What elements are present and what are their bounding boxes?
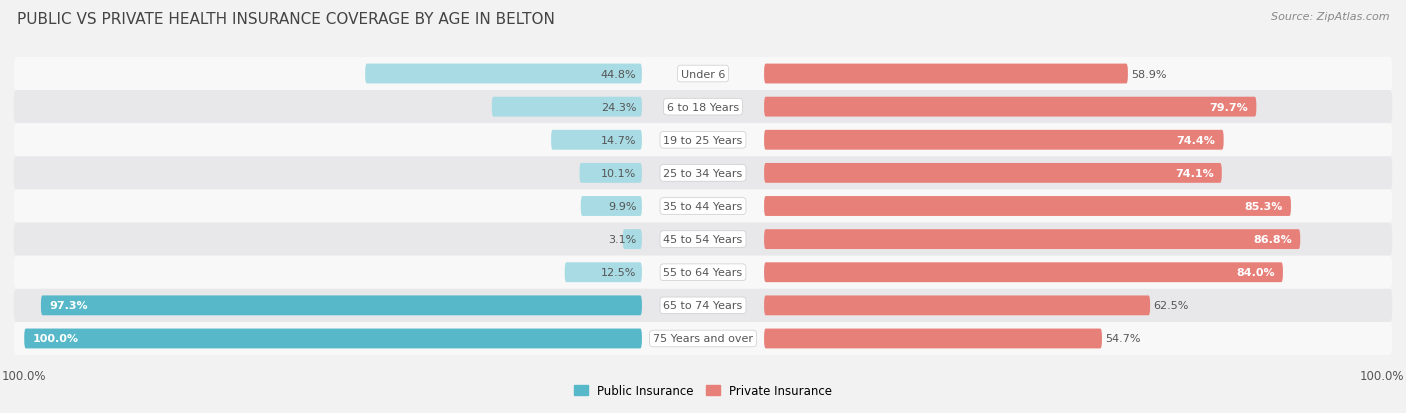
FancyBboxPatch shape [579,164,643,183]
Text: 100.0%: 100.0% [32,334,79,344]
FancyBboxPatch shape [492,97,643,117]
FancyBboxPatch shape [763,64,1128,84]
FancyBboxPatch shape [763,131,1223,150]
FancyBboxPatch shape [14,58,1392,91]
FancyBboxPatch shape [581,197,643,216]
Text: 12.5%: 12.5% [602,268,637,278]
Text: 6 to 18 Years: 6 to 18 Years [666,102,740,112]
Text: 55 to 64 Years: 55 to 64 Years [664,268,742,278]
FancyBboxPatch shape [763,230,1301,249]
FancyBboxPatch shape [14,289,1392,322]
Text: 62.5%: 62.5% [1153,301,1189,311]
Text: 79.7%: 79.7% [1209,102,1249,112]
Legend: Public Insurance, Private Insurance: Public Insurance, Private Insurance [569,379,837,401]
Text: 3.1%: 3.1% [609,235,637,244]
Text: 54.7%: 54.7% [1105,334,1140,344]
Text: PUBLIC VS PRIVATE HEALTH INSURANCE COVERAGE BY AGE IN BELTON: PUBLIC VS PRIVATE HEALTH INSURANCE COVER… [17,12,555,27]
Text: 97.3%: 97.3% [49,301,87,311]
Text: 44.8%: 44.8% [600,69,637,79]
Text: 74.1%: 74.1% [1175,169,1213,178]
FancyBboxPatch shape [623,230,643,249]
Text: 45 to 54 Years: 45 to 54 Years [664,235,742,244]
FancyBboxPatch shape [14,223,1392,256]
Text: 86.8%: 86.8% [1253,235,1292,244]
Text: Source: ZipAtlas.com: Source: ZipAtlas.com [1271,12,1389,22]
Text: 19 to 25 Years: 19 to 25 Years [664,135,742,145]
Text: 35 to 44 Years: 35 to 44 Years [664,202,742,211]
FancyBboxPatch shape [763,164,1222,183]
FancyBboxPatch shape [14,91,1392,124]
FancyBboxPatch shape [14,256,1392,289]
Text: 25 to 34 Years: 25 to 34 Years [664,169,742,178]
FancyBboxPatch shape [366,64,643,84]
Text: 84.0%: 84.0% [1236,268,1275,278]
Text: 9.9%: 9.9% [607,202,637,211]
FancyBboxPatch shape [551,131,643,150]
FancyBboxPatch shape [763,263,1282,282]
Text: 14.7%: 14.7% [600,135,637,145]
FancyBboxPatch shape [763,329,1102,349]
Text: 75 Years and over: 75 Years and over [652,334,754,344]
FancyBboxPatch shape [14,157,1392,190]
FancyBboxPatch shape [763,197,1291,216]
FancyBboxPatch shape [41,296,643,316]
FancyBboxPatch shape [763,296,1150,316]
Text: 58.9%: 58.9% [1132,69,1167,79]
FancyBboxPatch shape [763,97,1257,117]
Text: 85.3%: 85.3% [1244,202,1282,211]
FancyBboxPatch shape [24,329,643,349]
FancyBboxPatch shape [14,190,1392,223]
FancyBboxPatch shape [14,322,1392,355]
Text: 10.1%: 10.1% [602,169,637,178]
FancyBboxPatch shape [14,124,1392,157]
Text: 65 to 74 Years: 65 to 74 Years [664,301,742,311]
Text: 74.4%: 74.4% [1177,135,1216,145]
Text: Under 6: Under 6 [681,69,725,79]
FancyBboxPatch shape [565,263,643,282]
Text: 24.3%: 24.3% [600,102,637,112]
